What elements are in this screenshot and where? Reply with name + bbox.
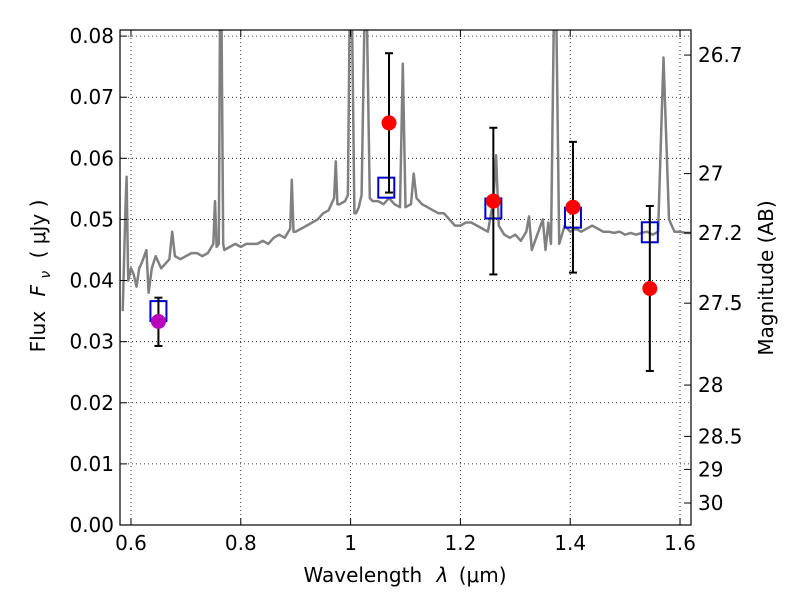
x-tick-label: 0.6 xyxy=(115,531,147,555)
y-tick-label: 0.00 xyxy=(69,513,114,537)
spectrum-line xyxy=(121,30,691,312)
x-axis-label: Wavelength λ (μm) xyxy=(303,563,506,587)
y-tick-label: 0.06 xyxy=(69,146,114,170)
y-tick-label: 0.03 xyxy=(69,330,114,354)
y2-tick-label: 26.7 xyxy=(698,43,743,67)
y-tick-label: 0.08 xyxy=(69,24,114,48)
frame-layer xyxy=(119,29,692,526)
x-tick-label: 0.8 xyxy=(225,531,257,555)
y-axis-label: Flux F ν ( μJy ) xyxy=(26,200,55,353)
grid-layer xyxy=(120,30,691,526)
y2-tick-label: 28 xyxy=(698,373,723,397)
y-tick-label: 0.07 xyxy=(69,85,114,109)
x-tick-label: 1.6 xyxy=(664,531,696,555)
y2-axis-ticks: 26.7 27 27.2 27.5 28 28.5 29 30 xyxy=(684,43,743,515)
y2-tick-label: 30 xyxy=(698,491,723,515)
x-axis-ticks: 0.6 0.8 1 1.2 1.4 1.6 xyxy=(115,30,696,555)
y2-tick-label: 27.5 xyxy=(698,291,743,315)
x-axis-label-unit: (μm) xyxy=(459,563,507,587)
observed-point xyxy=(642,281,658,296)
x-axis-label-prefix: Wavelength xyxy=(303,563,422,587)
observed-point xyxy=(381,115,397,131)
y2-tick-label: 27.2 xyxy=(698,221,743,245)
y2-tick-label: 29 xyxy=(698,457,723,481)
y-axis-label-prefix: Flux xyxy=(26,311,50,353)
observed-point xyxy=(565,199,581,215)
y2-axis-label: Magnitude (AB) xyxy=(754,200,778,355)
y2-tick-label: 28.5 xyxy=(698,424,743,448)
plot-frame xyxy=(119,29,692,526)
x-tick-label: 1.4 xyxy=(554,531,586,555)
x-axis-label-symbol: λ xyxy=(436,563,449,587)
y-tick-label: 0.05 xyxy=(69,207,114,231)
y-tick-label: 0.02 xyxy=(69,391,114,415)
y2-tick-label: 27 xyxy=(698,162,723,186)
y-axis-label-sub: ν xyxy=(38,271,54,279)
y-tick-label: 0.04 xyxy=(69,269,114,293)
y-axis-ticks: 0.00 0.01 0.02 0.03 0.04 0.05 0.06 0.07 0.08 xyxy=(69,24,127,537)
observed-point xyxy=(150,314,166,329)
clipped-series xyxy=(121,30,691,312)
y-axis-label-unit: ( μJy ) xyxy=(26,200,50,259)
y-tick-label: 0.01 xyxy=(69,452,114,476)
x-tick-label: 1 xyxy=(344,531,357,555)
series-layer xyxy=(121,30,691,372)
observed-point xyxy=(485,193,501,209)
y-axis-label-symbol: F xyxy=(26,284,50,296)
model-band-square xyxy=(377,176,396,199)
x-tick-label: 1.2 xyxy=(444,531,476,555)
